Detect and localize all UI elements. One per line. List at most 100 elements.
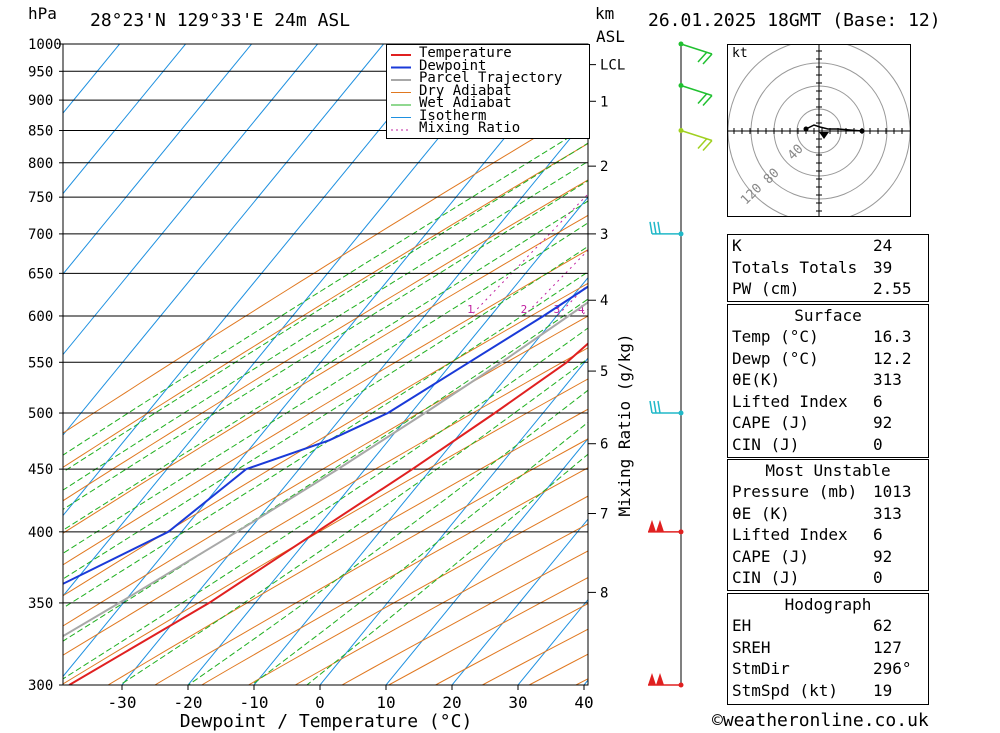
dry-adiabat-line — [63, 249, 588, 566]
isotherm-line — [385, 437, 588, 685]
temperature-tick-label: 10 — [376, 693, 395, 712]
km-tick-label: 4 — [600, 293, 608, 309]
temperature-line — [68, 342, 588, 685]
dry-adiabat-line — [247, 495, 588, 685]
isotherm-line — [451, 518, 588, 685]
mixing-ratio-label: 6 — [613, 303, 620, 316]
temperature-tick-label: 20 — [442, 693, 461, 712]
copyright-symbol: © — [712, 710, 723, 731]
km-unit-label: km — [595, 4, 615, 23]
hodograph-panel: kt 40 80 120 — [727, 44, 911, 217]
wind-barb-feather — [653, 400, 657, 414]
index-row-totals: Totals Totals 39 — [732, 257, 893, 277]
asl-unit-label: ASL — [596, 27, 625, 46]
mixing-ratio-label: 2 — [521, 303, 528, 316]
most-unstable-title: Most Unstable — [765, 461, 891, 480]
legend-isotherm: Isotherm — [419, 107, 487, 124]
pressure-tick-label: 750 — [28, 190, 53, 206]
isotherm-line — [63, 44, 253, 275]
hodo-row: SREH 127 — [732, 637, 902, 657]
dry-adiabat-line — [63, 347, 588, 656]
plot-frame — [62, 43, 589, 686]
dry-adiabat-line — [63, 214, 588, 534]
pressure-tick-label: 500 — [28, 406, 53, 422]
surface-row: Dewp (°C) 12.2 — [732, 348, 912, 368]
pressure-tick-label: 1000 — [28, 37, 62, 53]
wind-barb-pennant — [656, 519, 664, 532]
pressure-tick-label: 950 — [28, 64, 53, 80]
isotherm-line — [63, 44, 385, 436]
dry-adiabat-line — [200, 467, 588, 685]
temperature-tick-label: 40 — [574, 693, 593, 712]
isotherm-line — [319, 357, 588, 685]
copyright-footer[interactable]: ©weatheronline.co.uk — [712, 710, 929, 731]
dewpoint-line — [63, 285, 588, 585]
wind-barb-feather — [653, 221, 657, 235]
wet-adiabat-line — [63, 271, 588, 609]
mu-row: CIN (J) 0 — [732, 568, 883, 588]
temperature-tick-label: -30 — [108, 693, 137, 712]
dry-adiabat-line — [153, 438, 588, 685]
dry-adiabat-line — [63, 142, 588, 468]
chart-grid: 12346810152025 — [63, 44, 670, 685]
isotherm-line — [63, 44, 451, 517]
hpa-unit-label: hPa — [28, 4, 57, 23]
wet-adiabat-line — [63, 298, 588, 642]
wind-barb-feather — [702, 53, 713, 65]
km-tick-label: 5 — [600, 364, 608, 380]
surface-row: CAPE (J) 92 — [732, 413, 893, 433]
wind-barb-feather — [697, 138, 708, 150]
dry-adiabat-line — [63, 105, 588, 434]
temperature-tick-label: 30 — [508, 693, 527, 712]
wind-barb-feather — [702, 95, 713, 107]
legend-temperature: Temperature — [419, 45, 512, 61]
indices-box: K 24 Totals Totals 39 PW (cm) 2.55 — [727, 234, 929, 302]
mu-row: Lifted Index 6 — [732, 525, 883, 545]
legend-parcel: Parcel Trajectory — [419, 70, 563, 86]
wind-barbs — [648, 41, 713, 688]
hodograph-plot — [728, 45, 910, 216]
pressure-tick-label: 650 — [28, 266, 53, 282]
site-link[interactable]: weatheronline.co.uk — [722, 710, 929, 731]
wind-barb-pennant — [648, 519, 656, 532]
mixing-ratio-label: 4 — [578, 303, 585, 316]
wind-barb-pennant — [656, 673, 664, 685]
hodo-row: StmSpd (kt) 19 — [732, 680, 893, 700]
chart-legend: Temperature Dewpoint Parcel Trajectory D… — [386, 44, 590, 139]
wind-barb-feather — [649, 400, 653, 414]
temperature-tick-label: 0 — [315, 693, 325, 712]
km-tick-label: 8 — [600, 585, 608, 601]
pressure-tick-label: 850 — [28, 124, 53, 140]
mixing-ratio-label: 10 — [657, 303, 670, 316]
km-tick-label: 2 — [600, 159, 608, 175]
pressure-tick-label: 550 — [28, 355, 53, 371]
wet-adiabat-line — [63, 245, 588, 580]
pressure-tick-label: 700 — [28, 227, 53, 243]
x-axis-label: Dewpoint / Temperature (°C) — [180, 711, 473, 732]
dry-adiabat-line — [63, 282, 588, 597]
surface-row: CIN (J) 0 — [732, 434, 883, 454]
legend-mixing-ratio: Mixing Ratio — [419, 120, 521, 136]
isotherm-line — [63, 44, 121, 114]
legend-dewpoint: Dewpoint — [419, 57, 487, 74]
wet-adiabat-line — [119, 358, 588, 685]
hodograph-unit: kt — [732, 46, 748, 61]
chart-series — [63, 285, 588, 685]
index-row-k: K 24 — [732, 236, 893, 255]
chart-axes: 3003504004505005506006507007508008509009… — [28, 37, 625, 712]
surface-row: Lifted Index 6 — [732, 391, 883, 411]
wet-adiabat-line — [63, 125, 588, 456]
pressure-tick-label: 900 — [28, 93, 53, 109]
legend-dry-adiabat: Dry Adiabat — [419, 82, 512, 99]
wind-barb-pennant — [648, 673, 656, 685]
hodo-row: EH 62 — [732, 616, 893, 635]
wind-barb-feather — [702, 140, 713, 152]
temperature-tick-label: -20 — [174, 693, 203, 712]
dry-adiabat-line — [63, 378, 588, 685]
mu-row: Pressure (mb) 1013 — [732, 482, 912, 501]
mixing-ratio-axis-label: Mixing Ratio (g/kg) — [615, 333, 634, 516]
date-label: 26.01.2025 18GMT (Base: 12) — [648, 10, 941, 31]
mixing-ratio-label: 3 — [554, 303, 561, 316]
km-tick-label: 1 — [600, 94, 608, 110]
